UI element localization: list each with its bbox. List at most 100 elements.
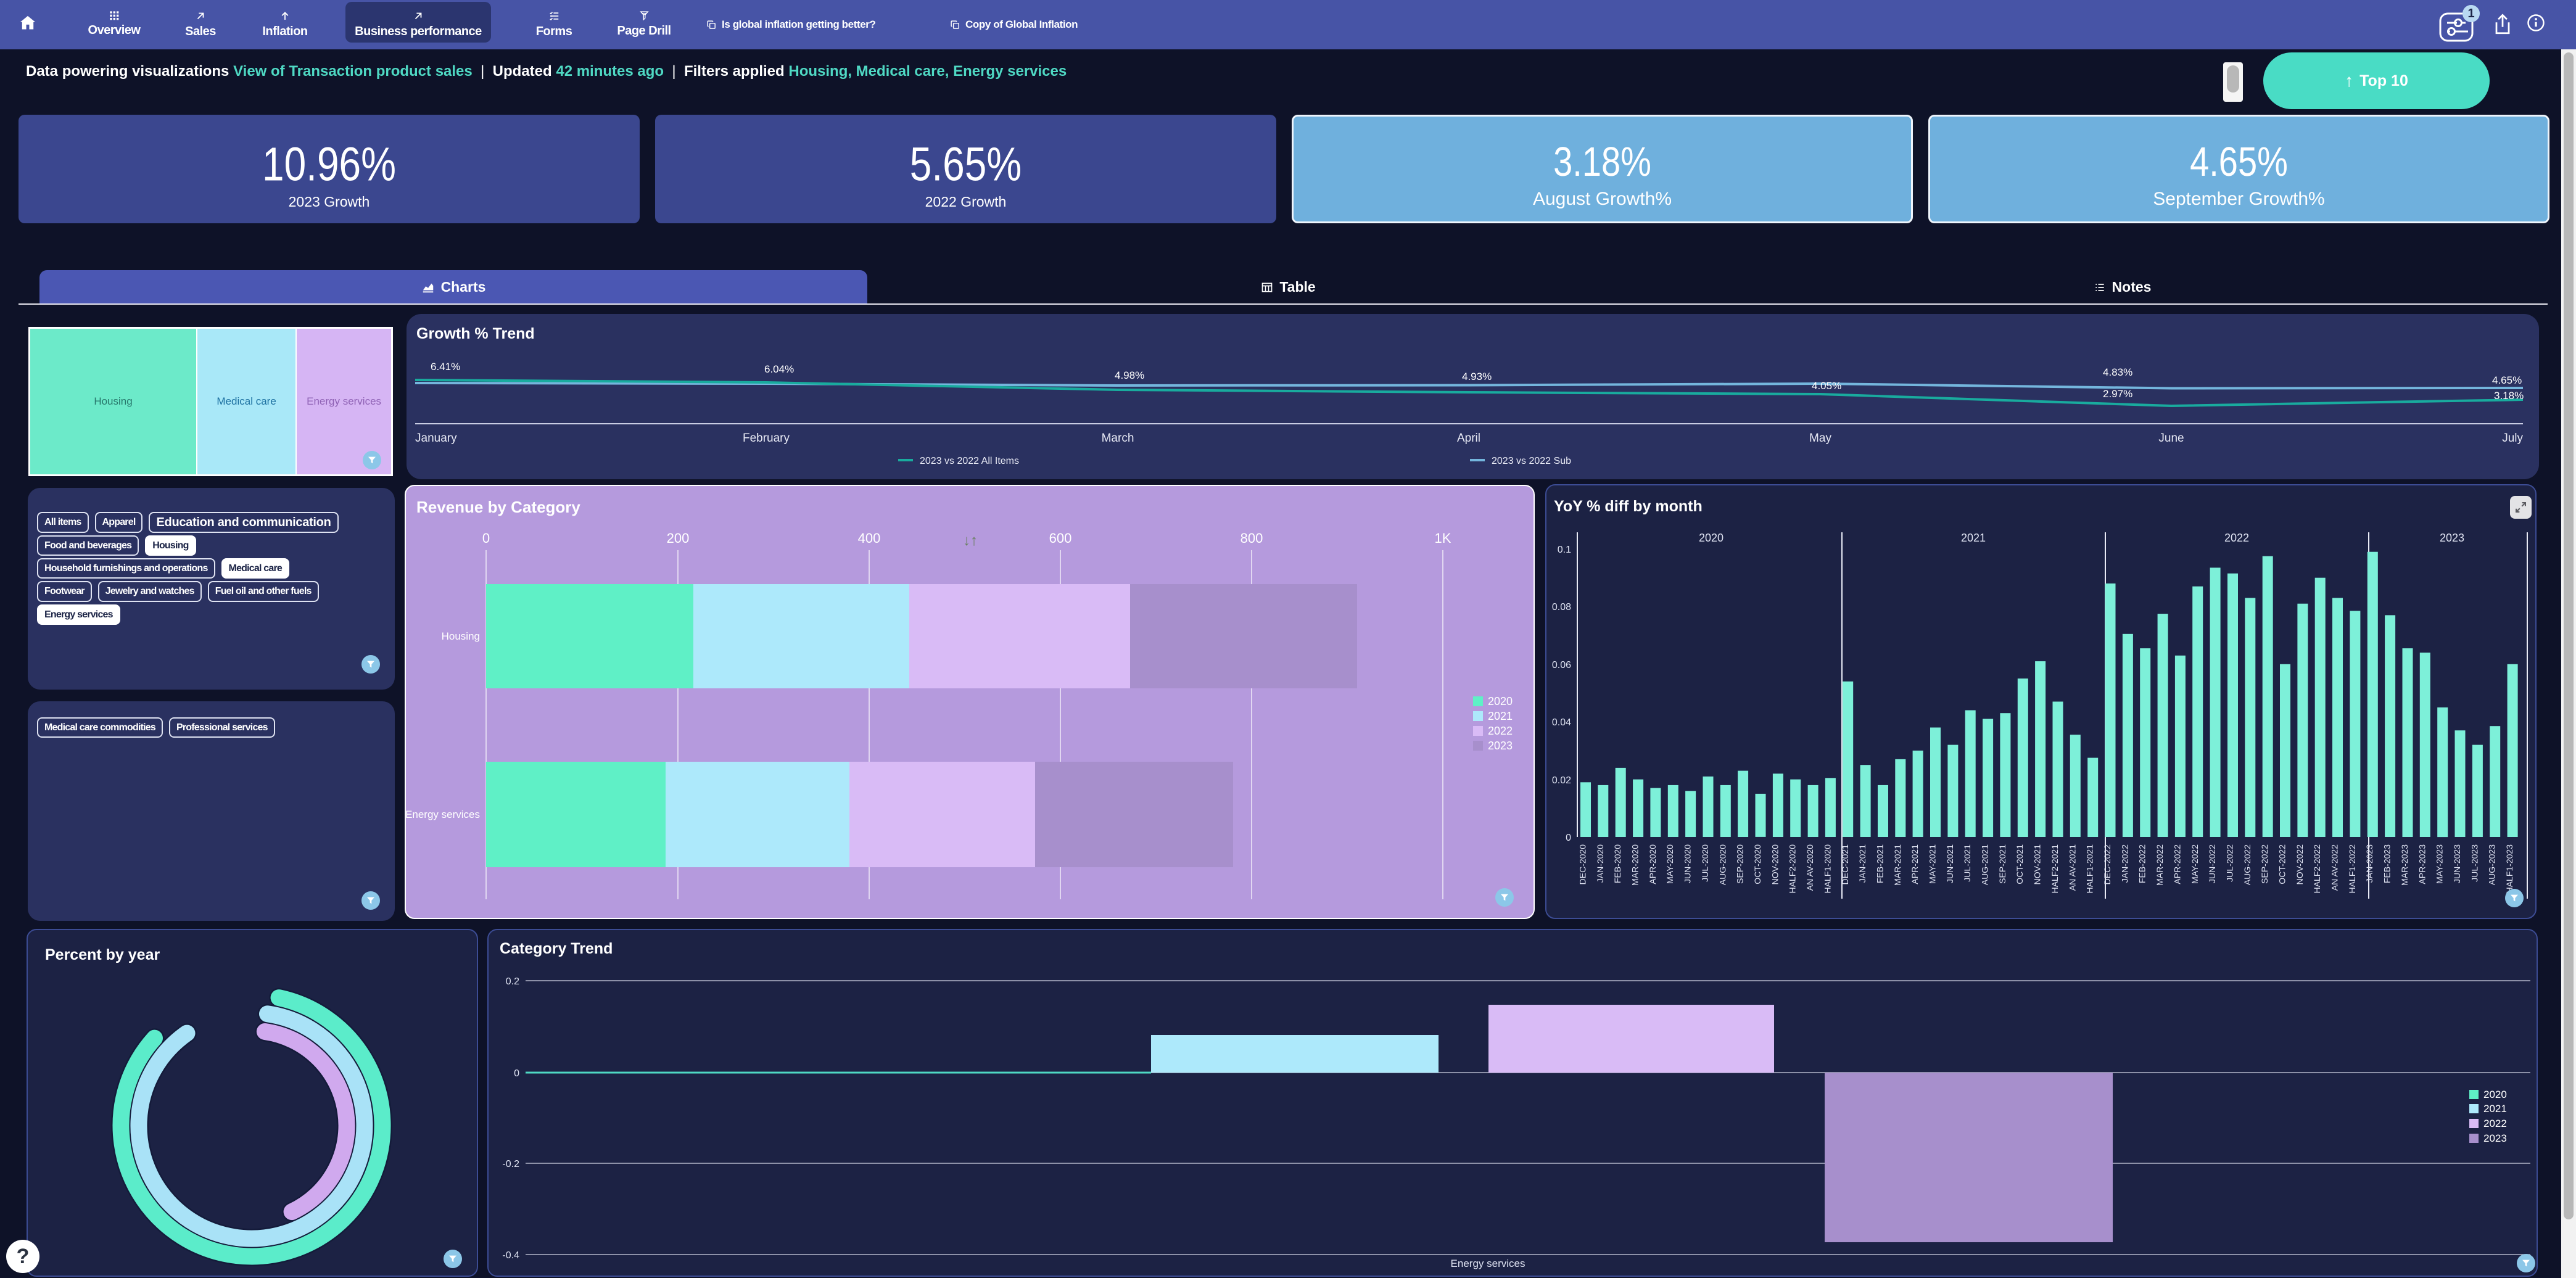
svg-text:6.04%: 6.04% xyxy=(764,363,794,375)
svg-text:SEP-2021: SEP-2021 xyxy=(1997,844,2007,884)
svg-text:2023: 2023 xyxy=(2483,1132,2507,1144)
svg-text:January: January xyxy=(415,432,457,445)
svg-text:MAR-2023: MAR-2023 xyxy=(2400,844,2409,886)
svg-text:SEP-2022: SEP-2022 xyxy=(2260,844,2269,884)
svg-text:4.83%: 4.83% xyxy=(2103,366,2132,378)
svg-text:APR-2023: APR-2023 xyxy=(2417,844,2427,884)
svg-text:FEB-2020: FEB-2020 xyxy=(1612,844,1622,883)
svg-text:APR-2020: APR-2020 xyxy=(1648,844,1657,884)
svg-text:NOV-2022: NOV-2022 xyxy=(2295,844,2305,885)
svg-text:0.06: 0.06 xyxy=(1552,660,1571,670)
svg-text:JUL-2021: JUL-2021 xyxy=(1962,844,1972,882)
svg-text:APR-2021: APR-2021 xyxy=(1910,844,1920,884)
svg-text:600: 600 xyxy=(1049,530,1072,546)
svg-text:0: 0 xyxy=(1566,833,1571,843)
svg-text:JUN-2021: JUN-2021 xyxy=(1945,844,1955,883)
svg-text:AUG-2023: AUG-2023 xyxy=(2487,844,2497,885)
svg-text:6.41%: 6.41% xyxy=(431,361,460,373)
svg-text:MAR-2021: MAR-2021 xyxy=(1893,844,1902,886)
svg-text:800: 800 xyxy=(1241,530,1263,546)
svg-text:HALF1-2023: HALF1-2023 xyxy=(2504,844,2514,894)
svg-text:HALF1-2022: HALF1-2022 xyxy=(2347,844,2357,894)
svg-text:MAR-2020: MAR-2020 xyxy=(1630,844,1640,886)
svg-text:2022: 2022 xyxy=(1488,725,1513,737)
svg-text:May: May xyxy=(1809,432,1831,445)
svg-text:FEB-2021: FEB-2021 xyxy=(1875,844,1885,883)
svg-text:↓↑: ↓↑ xyxy=(963,532,978,549)
svg-text:400: 400 xyxy=(858,530,881,546)
svg-text:2022: 2022 xyxy=(2224,532,2249,544)
svg-text:2023 vs 2022 All Items: 2023 vs 2022 All Items xyxy=(920,456,1019,466)
svg-text:0.1: 0.1 xyxy=(1558,545,1571,555)
svg-text:2023: 2023 xyxy=(2440,532,2464,544)
svg-text:AUG-2021: AUG-2021 xyxy=(1980,844,1990,885)
svg-text:HALF1-2021: HALF1-2021 xyxy=(2085,844,2095,894)
svg-text:NOV-2021: NOV-2021 xyxy=(2033,844,2042,885)
svg-text:2020: 2020 xyxy=(2483,1089,2507,1100)
svg-text:4.98%: 4.98% xyxy=(1115,369,1144,381)
svg-text:DEC-2021: DEC-2021 xyxy=(1840,844,1850,885)
svg-text:JUL-2023: JUL-2023 xyxy=(2469,844,2479,882)
svg-text:2023 vs 2022 Sub: 2023 vs 2022 Sub xyxy=(1492,456,1571,466)
svg-text:AN AV-2021: AN AV-2021 xyxy=(2067,844,2077,891)
svg-text:MAY-2023: MAY-2023 xyxy=(2435,844,2445,884)
svg-text:March: March xyxy=(1102,432,1134,445)
svg-text:FEB-2023: FEB-2023 xyxy=(2382,844,2392,883)
svg-text:0: 0 xyxy=(482,530,490,546)
svg-text:AUG-2020: AUG-2020 xyxy=(1717,844,1727,885)
svg-text:NOV-2020: NOV-2020 xyxy=(1770,844,1780,885)
svg-text:JUN-2023: JUN-2023 xyxy=(2452,844,2462,883)
svg-text:-0.2: -0.2 xyxy=(502,1159,519,1169)
svg-text:OCT-2020: OCT-2020 xyxy=(1752,844,1762,884)
svg-text:2021: 2021 xyxy=(1961,532,1986,544)
svg-text:HALF2-2020: HALF2-2020 xyxy=(1788,844,1798,894)
svg-text:2021: 2021 xyxy=(1488,710,1513,722)
svg-text:JAN-2023: JAN-2023 xyxy=(2364,844,2374,883)
svg-text:1K: 1K xyxy=(1435,530,1451,546)
svg-text:DEC-2020: DEC-2020 xyxy=(1578,844,1588,885)
svg-text:2020: 2020 xyxy=(1699,532,1724,544)
svg-text:AN AV-2020: AN AV-2020 xyxy=(1805,844,1815,891)
svg-text:3.18%: 3.18% xyxy=(2494,390,2524,402)
svg-text:OCT-2021: OCT-2021 xyxy=(2015,844,2025,884)
svg-text:2023: 2023 xyxy=(1488,740,1513,752)
svg-text:MAY-2022: MAY-2022 xyxy=(2190,844,2200,884)
svg-text:April: April xyxy=(1457,432,1480,445)
svg-text:200: 200 xyxy=(667,530,690,546)
svg-text:HALF1-2020: HALF1-2020 xyxy=(1822,844,1832,894)
svg-text:-0.4: -0.4 xyxy=(502,1250,519,1261)
svg-text:MAR-2022: MAR-2022 xyxy=(2155,844,2165,886)
svg-text:June: June xyxy=(2158,432,2184,445)
svg-text:JAN-2021: JAN-2021 xyxy=(1857,844,1867,883)
svg-text:JAN-2020: JAN-2020 xyxy=(1595,844,1605,883)
svg-text:0.08: 0.08 xyxy=(1552,602,1571,612)
svg-text:2022: 2022 xyxy=(2483,1118,2507,1129)
svg-text:JUL-2020: JUL-2020 xyxy=(1700,844,1710,882)
svg-text:4.05%: 4.05% xyxy=(1812,380,1841,392)
svg-text:APR-2022: APR-2022 xyxy=(2172,844,2182,884)
svg-text:HALF2-2022: HALF2-2022 xyxy=(2312,844,2322,894)
svg-text:2020: 2020 xyxy=(1488,695,1513,707)
svg-text:DEC-2022: DEC-2022 xyxy=(2102,844,2112,885)
svg-text:JUL-2022: JUL-2022 xyxy=(2225,844,2235,882)
svg-text:SEP-2020: SEP-2020 xyxy=(1735,844,1745,884)
svg-text:JUN-2022: JUN-2022 xyxy=(2207,844,2217,883)
svg-text:Energy services: Energy services xyxy=(1451,1258,1525,1269)
svg-text:4.65%: 4.65% xyxy=(2492,374,2522,386)
svg-text:Housing: Housing xyxy=(442,630,480,642)
svg-text:AUG-2022: AUG-2022 xyxy=(2242,844,2252,885)
svg-text:Energy services: Energy services xyxy=(405,809,480,820)
svg-text:JAN-2022: JAN-2022 xyxy=(2120,844,2129,883)
svg-text:JUN-2020: JUN-2020 xyxy=(1683,844,1693,883)
svg-text:July: July xyxy=(2502,432,2523,445)
svg-text:HALF2-2021: HALF2-2021 xyxy=(2050,844,2060,894)
svg-text:0: 0 xyxy=(514,1068,519,1079)
svg-text:OCT-2022: OCT-2022 xyxy=(2277,844,2287,884)
svg-text:February: February xyxy=(743,432,790,445)
svg-text:AN AV-2022: AN AV-2022 xyxy=(2330,844,2340,891)
svg-text:0.2: 0.2 xyxy=(506,976,519,987)
svg-text:MAY-2021: MAY-2021 xyxy=(1928,844,1938,884)
svg-text:2021: 2021 xyxy=(2483,1103,2507,1115)
svg-text:0.04: 0.04 xyxy=(1552,717,1571,728)
svg-text:0.02: 0.02 xyxy=(1552,775,1571,786)
